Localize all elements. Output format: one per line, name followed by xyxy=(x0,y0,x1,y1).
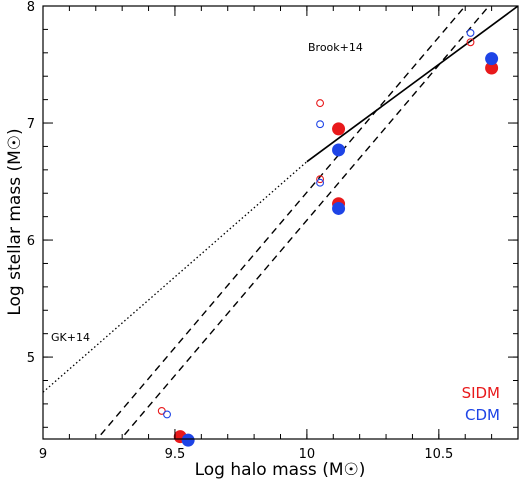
y-tick-label: 8 xyxy=(27,0,35,15)
sidm-open-point-3 xyxy=(466,38,475,47)
y-tick-label: 5 xyxy=(27,351,35,366)
y-tick-label: 7 xyxy=(27,117,35,132)
annotation-gk14: GK+14 xyxy=(51,331,90,344)
cdm-open-point-3 xyxy=(466,28,475,37)
cdm-filled-point-0 xyxy=(181,433,195,447)
cdm-open-point-1 xyxy=(316,120,325,129)
x-axis-title: Log halo mass (M☉) xyxy=(195,460,366,480)
sidm-open-point-1 xyxy=(316,99,325,108)
annotation-brook14: Brook+14 xyxy=(308,41,363,54)
relation-line-solid-0 xyxy=(306,6,518,163)
sidm-filled-point-1 xyxy=(332,122,346,136)
data-points xyxy=(157,28,499,447)
relation-lines xyxy=(43,6,518,439)
relation-line-dotted-0 xyxy=(43,161,308,393)
axis-ticks xyxy=(42,5,519,439)
cdm-open-point-0 xyxy=(163,410,171,419)
y-tick-label: 6 xyxy=(27,234,35,249)
sidm-open-point-2 xyxy=(316,175,325,184)
y-axis-title: Log stellar mass (M☉) xyxy=(5,128,25,315)
tick-labels: 9 9.5 10 10.5 5 6 7 8 xyxy=(27,0,454,462)
x-tick-label: 10 xyxy=(299,447,316,462)
x-tick-label: 9.5 xyxy=(165,447,186,462)
legend-sidm: SIDM xyxy=(462,384,500,402)
relation-line-dashed-1 xyxy=(119,6,490,439)
cdm-filled-point-2 xyxy=(332,201,346,215)
cdm-filled-point-3 xyxy=(485,52,499,66)
sidm-filled-point-3 xyxy=(485,61,499,75)
relation-line-dashed-0 xyxy=(96,6,466,439)
cdm-open-point-2 xyxy=(316,178,325,187)
legend-cdm: CDM xyxy=(465,406,500,424)
cdm-filled-point-1 xyxy=(332,143,346,157)
x-tick-label: 10.5 xyxy=(424,447,453,462)
x-tick-label: 9 xyxy=(39,447,47,462)
sidm-open-point-0 xyxy=(157,406,166,415)
